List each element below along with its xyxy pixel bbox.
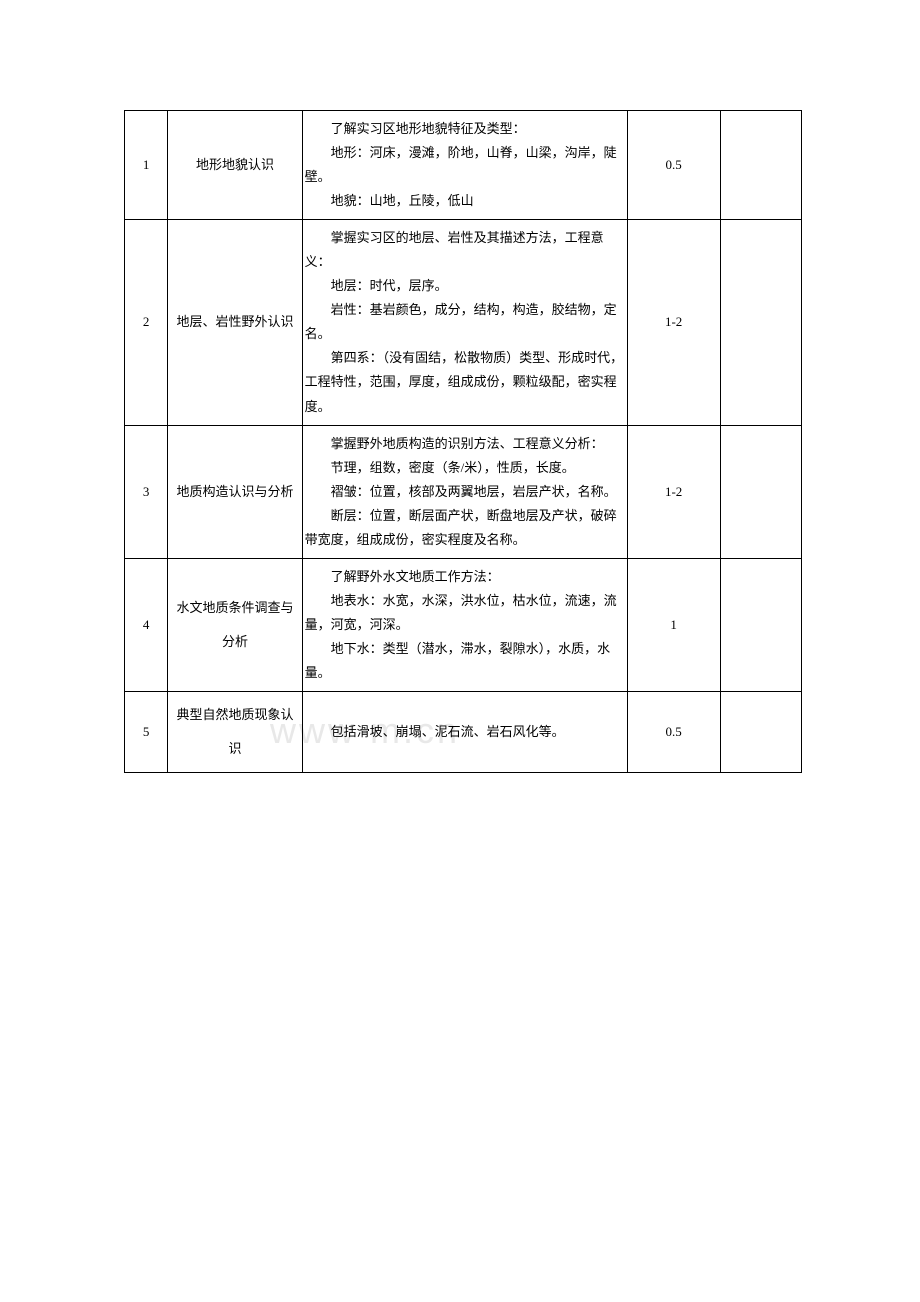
cell-days: 0.5 <box>627 111 720 220</box>
table-row: 3 地质构造认识与分析 掌握野外地质构造的识别方法、工程意义分析： 节理，组数，… <box>125 425 802 558</box>
content-line: 地貌：山地，丘陵，低山 <box>305 189 625 213</box>
content-line: 节理，组数，密度（条/米），性质，长度。 <box>305 456 625 480</box>
content-line: 了解野外水文地质工作方法： <box>305 565 625 589</box>
cell-days: 1-2 <box>627 425 720 558</box>
cell-days: 0.5 <box>627 692 720 773</box>
cell-content: 了解实习区地形地貌特征及类型： 地形：河床，漫滩，阶地，山脊，山梁，沟岸，陡壁。… <box>302 111 627 220</box>
cell-content: 包括滑坡、崩塌、泥石流、岩石风化等。 <box>302 692 627 773</box>
cell-index: 3 <box>125 425 168 558</box>
content-line: 掌握实习区的地层、岩性及其描述方法，工程意义： <box>305 226 625 274</box>
table-wrapper: 1 地形地貌认识 了解实习区地形地貌特征及类型： 地形：河床，漫滩，阶地，山脊，… <box>124 110 802 773</box>
content-line: 地层：时代，层序。 <box>305 274 625 298</box>
content-line: 掌握野外地质构造的识别方法、工程意义分析： <box>305 432 625 456</box>
cell-name: 地质构造认识与分析 <box>168 425 302 558</box>
cell-content: 掌握实习区的地层、岩性及其描述方法，工程意义： 地层：时代，层序。 岩性：基岩颜… <box>302 220 627 425</box>
cell-name: 地形地貌认识 <box>168 111 302 220</box>
cell-note <box>720 111 801 220</box>
content-line: 断层：位置，断层面产状，断盘地层及产状，破碎带宽度，组成成份，密实程度及名称。 <box>305 504 625 552</box>
cell-note <box>720 692 801 773</box>
content-table: 1 地形地貌认识 了解实习区地形地貌特征及类型： 地形：河床，漫滩，阶地，山脊，… <box>124 110 802 773</box>
content-line: 地表水：水宽，水深，洪水位，枯水位，流速，流量，河宽，河深。 <box>305 589 625 637</box>
cell-note <box>720 558 801 691</box>
table-row: 1 地形地貌认识 了解实习区地形地貌特征及类型： 地形：河床，漫滩，阶地，山脊，… <box>125 111 802 220</box>
cell-name: 地层、岩性野外认识 <box>168 220 302 425</box>
content-line: 第四系：（没有固结，松散物质）类型、形成时代，工程特性，范围，厚度，组成成份，颗… <box>305 346 625 418</box>
cell-name-text: 典型自然地质现象认识 <box>172 698 297 766</box>
cell-days: 1-2 <box>627 220 720 425</box>
cell-name-text: 地质构造认识与分析 <box>172 475 297 509</box>
content-line: 岩性：基岩颜色，成分，结构，构造，胶结物，定名。 <box>305 298 625 346</box>
cell-note <box>720 425 801 558</box>
cell-name: 水文地质条件调查与分析 <box>168 558 302 691</box>
cell-index: 5 <box>125 692 168 773</box>
cell-name: 典型自然地质现象认识 <box>168 692 302 773</box>
cell-index: 2 <box>125 220 168 425</box>
content-line: 地形：河床，漫滩，阶地，山脊，山梁，沟岸，陡壁。 <box>305 141 625 189</box>
table-body: 1 地形地貌认识 了解实习区地形地貌特征及类型： 地形：河床，漫滩，阶地，山脊，… <box>125 111 802 773</box>
cell-name-text: 水文地质条件调查与分析 <box>172 591 297 659</box>
content-line: 包括滑坡、崩塌、泥石流、岩石风化等。 <box>305 720 625 744</box>
content-line: 了解实习区地形地貌特征及类型： <box>305 117 625 141</box>
table-row: 2 地层、岩性野外认识 掌握实习区的地层、岩性及其描述方法，工程意义： 地层：时… <box>125 220 802 425</box>
cell-note <box>720 220 801 425</box>
content-line: 褶皱：位置，核部及两翼地层，岩层产状，名称。 <box>305 480 625 504</box>
table-row: 4 水文地质条件调查与分析 了解野外水文地质工作方法： 地表水：水宽，水深，洪水… <box>125 558 802 691</box>
cell-days: 1 <box>627 558 720 691</box>
cell-index: 1 <box>125 111 168 220</box>
table-row: 5 典型自然地质现象认识 包括滑坡、崩塌、泥石流、岩石风化等。 0.5 <box>125 692 802 773</box>
cell-index: 4 <box>125 558 168 691</box>
cell-content: 了解野外水文地质工作方法： 地表水：水宽，水深，洪水位，枯水位，流速，流量，河宽… <box>302 558 627 691</box>
cell-content: 掌握野外地质构造的识别方法、工程意义分析： 节理，组数，密度（条/米），性质，长… <box>302 425 627 558</box>
content-line: 地下水：类型（潜水，滞水，裂隙水），水质，水量。 <box>305 637 625 685</box>
